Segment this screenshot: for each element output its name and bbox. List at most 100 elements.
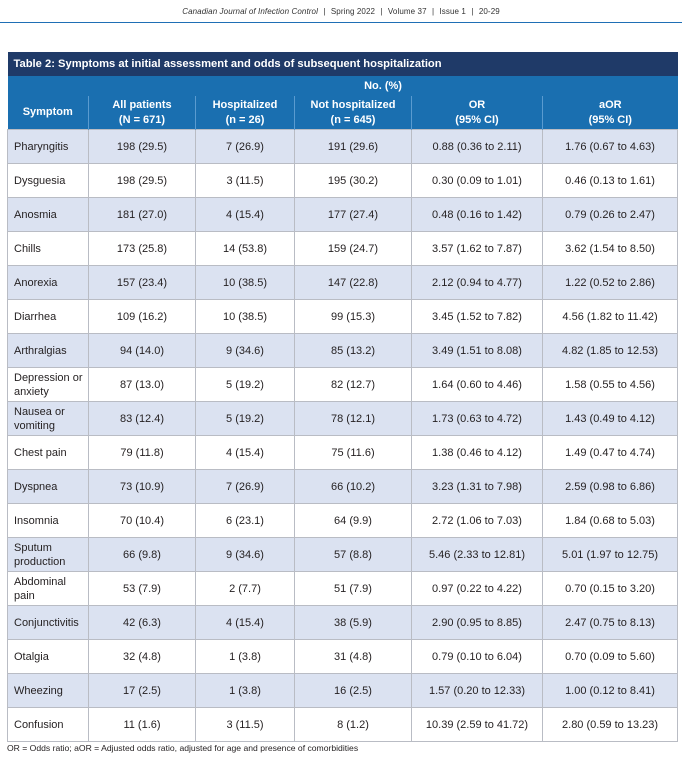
cell-all-patients: 109 (16.2) <box>88 299 196 334</box>
table-row: Abdominal pain 53 (7.9) 2 (7.7) 51 (7.9) 0.9… <box>7 571 679 606</box>
cell-all-patients: 198 (29.5) <box>88 129 196 164</box>
cell-or: 5.46 (2.33 to 12.81) <box>411 537 543 572</box>
cell-or: 0.88 (0.36 to 2.11) <box>411 129 543 164</box>
group-header-row: No. (%) <box>7 76 678 96</box>
group-header: No. (%) <box>88 76 678 96</box>
cell-aor: 1.49 (0.47 to 4.74) <box>541 435 679 470</box>
cell-not-hospitalized: 78 (12.1) <box>294 401 412 436</box>
cell-not-hospitalized: 147 (22.8) <box>294 265 412 300</box>
column-header-sublabel: (95% CI) <box>455 113 499 126</box>
cell-or: 0.79 (0.10 to 6.04) <box>411 639 543 674</box>
cell-or: 10.39 (2.59 to 41.72) <box>411 707 543 742</box>
cell-aor: 1.76 (0.67 to 4.63) <box>541 129 679 164</box>
running-head: Canadian Journal of Infection Control | … <box>0 7 682 16</box>
column-header-not-hospitalized: Not hospitalized (n = 645) <box>294 96 412 130</box>
cell-or: 3.23 (1.31 to 7.98) <box>411 469 543 504</box>
cell-not-hospitalized: 195 (30.2) <box>294 163 412 198</box>
cell-or: 2.90 (0.95 to 8.85) <box>411 605 543 640</box>
symptoms-table: Table 2: Symptoms at initial assessment … <box>7 52 679 742</box>
table-row: Chest pain 79 (11.8) 4 (15.4) 75 (11.6) 1.38… <box>7 435 679 470</box>
cell-aor: 0.70 (0.15 to 3.20) <box>541 571 679 606</box>
cell-hospitalized: 9 (34.6) <box>195 333 295 368</box>
cell-all-patients: 42 (6.3) <box>88 605 196 640</box>
cell-aor: 0.70 (0.09 to 5.60) <box>541 639 679 674</box>
cell-or: 3.57 (1.62 to 7.87) <box>411 231 543 266</box>
separator: | <box>323 7 326 16</box>
cell-aor: 4.82 (1.85 to 12.53) <box>541 333 679 368</box>
cell-not-hospitalized: 31 (4.8) <box>294 639 412 674</box>
cell-all-patients: 198 (29.5) <box>88 163 196 198</box>
column-header-hospitalized: Hospitalized (n = 26) <box>195 96 295 130</box>
cell-hospitalized: 3 (11.5) <box>195 707 295 742</box>
cell-all-patients: 11 (1.6) <box>88 707 196 742</box>
cell-symptom: Diarrhea <box>7 299 89 334</box>
cell-hospitalized: 5 (19.2) <box>195 401 295 436</box>
cell-aor: 5.01 (1.97 to 12.75) <box>541 537 679 572</box>
table-title-row: Table 2: Symptoms at initial assessment … <box>7 52 678 76</box>
cell-or: 0.48 (0.16 to 1.42) <box>411 197 543 232</box>
table-title: Table 2: Symptoms at initial assessment … <box>7 52 678 76</box>
cell-symptom: Pharyngitis <box>7 129 89 164</box>
cell-all-patients: 173 (25.8) <box>88 231 196 266</box>
table-row: Arthralgias 94 (14.0) 9 (34.6) 85 (13.2) 3.4… <box>7 333 679 368</box>
cell-aor: 1.84 (0.68 to 5.03) <box>541 503 679 538</box>
table-row: Dysguesia 198 (29.5) 3 (11.5) 195 (30.2) 0.3… <box>7 163 679 198</box>
symptoms-table-container: Table 2: Symptoms at initial assessment … <box>7 52 679 742</box>
cell-aor: 1.58 (0.55 to 4.56) <box>541 367 679 402</box>
cell-symptom: Chest pain <box>7 435 89 470</box>
cell-or: 1.57 (0.20 to 12.33) <box>411 673 543 708</box>
cell-not-hospitalized: 51 (7.9) <box>294 571 412 606</box>
cell-all-patients: 70 (10.4) <box>88 503 196 538</box>
column-header-label: OR <box>468 98 486 111</box>
cell-not-hospitalized: 159 (24.7) <box>294 231 412 266</box>
column-header-symptom: Symptom <box>7 96 89 130</box>
cell-symptom: Anorexia <box>7 265 89 300</box>
separator: | <box>471 7 474 16</box>
cell-or: 0.97 (0.22 to 4.22) <box>411 571 543 606</box>
column-header-aor: aOR (95% CI) <box>541 96 678 130</box>
table-row: Depression or anxiety 87 (13.0) 5 (19.2) 82… <box>7 367 679 402</box>
cell-or: 3.45 (1.52 to 7.82) <box>411 299 543 334</box>
cell-all-patients: 87 (13.0) <box>88 367 196 402</box>
column-header-label: All patients <box>112 98 172 111</box>
cell-not-hospitalized: 57 (8.8) <box>294 537 412 572</box>
table-row: Wheezing 17 (2.5) 1 (3.8) 16 (2.5) 1.57 (0.2… <box>7 673 679 708</box>
journal-name: Canadian Journal of Infection Control <box>182 7 318 16</box>
cell-hospitalized: 7 (26.9) <box>195 469 295 504</box>
cell-all-patients: 73 (10.9) <box>88 469 196 504</box>
column-header-sublabel: (n = 26) <box>225 113 265 126</box>
volume: Volume 37 <box>387 7 427 16</box>
table-row: Pharyngitis 198 (29.5) 7 (26.9) 191 (29.6) 0… <box>7 129 679 164</box>
cell-not-hospitalized: 191 (29.6) <box>294 129 412 164</box>
cell-aor: 2.80 (0.59 to 13.23) <box>541 707 679 742</box>
cell-hospitalized: 4 (15.4) <box>195 435 295 470</box>
cell-symptom: Abdominal pain <box>7 571 89 606</box>
cell-symptom: Confusion <box>7 707 89 742</box>
cell-or: 2.72 (1.06 to 7.03) <box>411 503 543 538</box>
page-range: 20-29 <box>478 7 500 16</box>
cell-not-hospitalized: 75 (11.6) <box>294 435 412 470</box>
cell-not-hospitalized: 16 (2.5) <box>294 673 412 708</box>
column-header-sublabel: (N = 671) <box>118 113 166 126</box>
table-row: Anorexia 157 (23.4) 10 (38.5) 147 (22.8) 2.1… <box>7 265 679 300</box>
cell-symptom: Arthralgias <box>7 333 89 368</box>
cell-all-patients: 32 (4.8) <box>88 639 196 674</box>
cell-symptom: Sputum production <box>7 537 89 572</box>
cell-hospitalized: 14 (53.8) <box>195 231 295 266</box>
cell-or: 1.64 (0.60 to 4.46) <box>411 367 543 402</box>
cell-or: 0.30 (0.09 to 1.01) <box>411 163 543 198</box>
cell-or: 1.38 (0.46 to 4.12) <box>411 435 543 470</box>
column-header-or: OR (95% CI) <box>411 96 543 130</box>
table-footnote: OR = Odds ratio; aOR = Adjusted odds rat… <box>7 743 359 753</box>
column-header-sublabel: (n = 645) <box>330 113 376 126</box>
cell-symptom: Dysguesia <box>7 163 89 198</box>
cell-symptom: Wheezing <box>7 673 89 708</box>
cell-aor: 1.22 (0.52 to 2.86) <box>541 265 679 300</box>
column-header-label: Hospitalized <box>212 98 278 111</box>
cell-hospitalized: 1 (3.8) <box>195 673 295 708</box>
cell-hospitalized: 10 (38.5) <box>195 265 295 300</box>
header-rule <box>0 22 682 23</box>
issue-date: Spring 2022 <box>330 7 376 16</box>
table-row: Insomnia 70 (10.4) 6 (23.1) 64 (9.9) 2.72 (1… <box>7 503 679 538</box>
cell-not-hospitalized: 38 (5.9) <box>294 605 412 640</box>
